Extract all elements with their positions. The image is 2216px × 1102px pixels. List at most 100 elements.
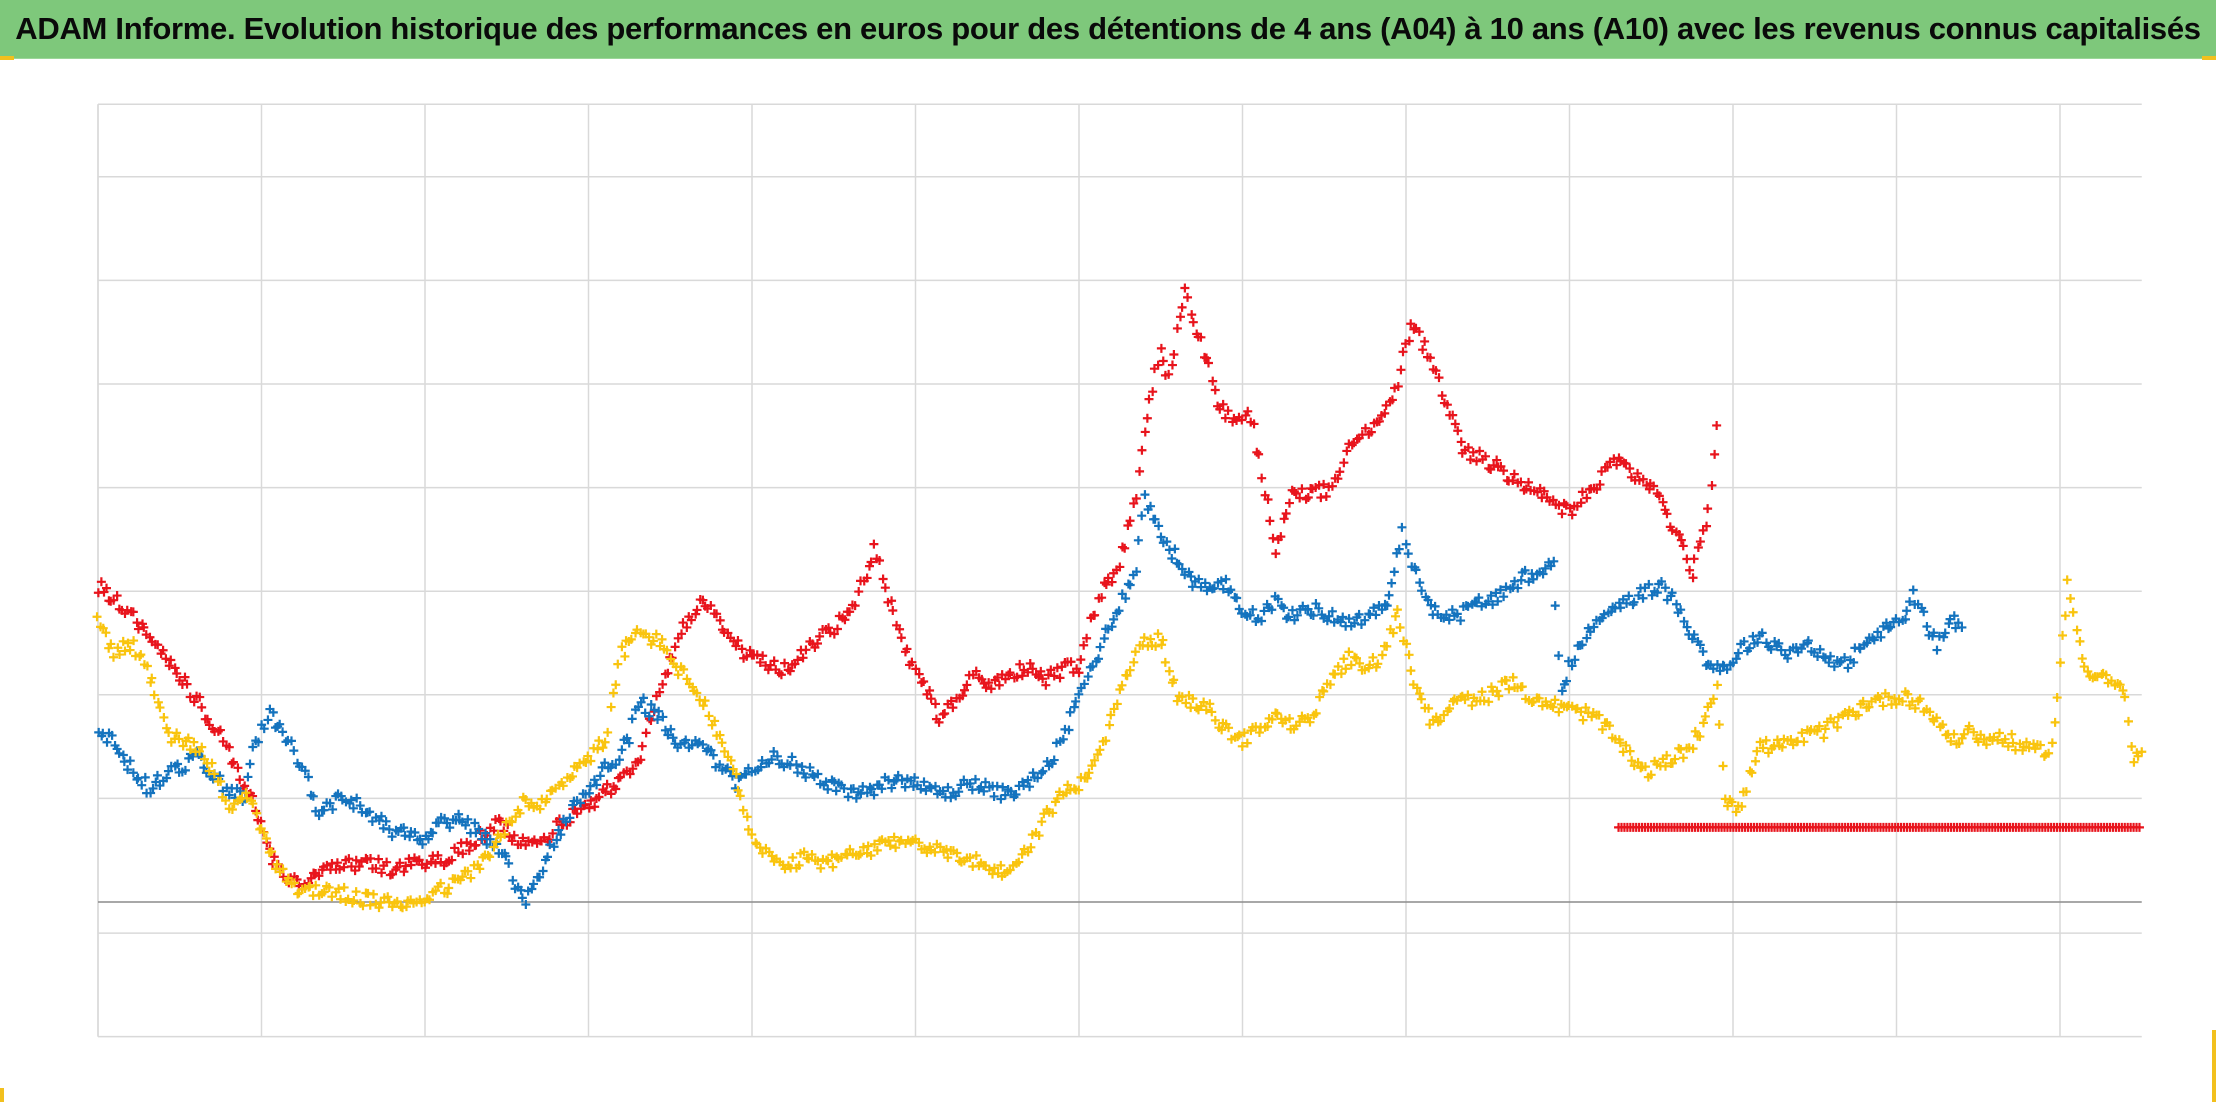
gridlines [97, 103, 2142, 1038]
data-point-marker [1268, 533, 1278, 543]
data-point-marker [1678, 541, 1688, 551]
data-point-marker [311, 880, 321, 890]
data-point-marker [470, 818, 480, 828]
data-point-marker [627, 714, 637, 724]
data-point-marker [417, 839, 427, 849]
data-point-marker [1447, 605, 1457, 615]
data-point-marker [2007, 729, 2017, 739]
data-point-marker [637, 741, 647, 751]
data-point-marker [178, 741, 188, 751]
data-point-marker [1576, 498, 1586, 508]
data-point-marker [1158, 635, 1168, 645]
data-point-marker [581, 757, 591, 767]
data-point-marker [1959, 729, 1969, 739]
data-point-marker [1516, 575, 1526, 585]
data-point-marker [2137, 747, 2147, 757]
data-point-marker [374, 903, 384, 913]
data-point-marker [269, 852, 279, 862]
data-point-marker [1761, 735, 1771, 745]
data-point-marker [1140, 490, 1150, 500]
data-point-marker [666, 724, 676, 734]
data-point-marker [1360, 615, 1370, 625]
data-point-marker [1876, 632, 1886, 642]
data-point-marker [611, 680, 621, 690]
data-point-marker [1117, 589, 1127, 599]
data-point-marker [106, 639, 116, 649]
data-point-marker [1499, 592, 1509, 602]
data-point-marker [862, 573, 872, 583]
data-point-marker [349, 895, 359, 905]
data-point-marker [1679, 616, 1689, 626]
data-point-marker [155, 781, 165, 791]
data-point-marker [508, 875, 518, 885]
data-point-marker [756, 762, 766, 772]
data-point-marker [1411, 565, 1421, 575]
data-point-marker [910, 773, 920, 783]
data-point-marker [507, 817, 517, 827]
data-point-marker [996, 860, 1006, 870]
data-point-marker [227, 805, 237, 815]
data-point-marker [726, 755, 736, 765]
data-point-marker [1265, 516, 1275, 526]
data-point-marker [1504, 684, 1514, 694]
data-point-marker [1232, 593, 1242, 603]
data-point-marker [926, 694, 936, 704]
data-point-marker [801, 645, 811, 655]
data-point-marker [1649, 481, 1659, 491]
data-point-marker [971, 851, 981, 861]
data-point-marker [1554, 651, 1564, 661]
data-point-marker [1207, 707, 1217, 717]
data-point-marker [1415, 689, 1425, 699]
data-point-marker [461, 820, 471, 830]
data-point-marker [444, 883, 454, 893]
data-point-marker [1167, 360, 1177, 370]
data-point-marker [1689, 630, 1699, 640]
data-point-marker [283, 873, 293, 883]
data-point-marker [1151, 641, 1161, 651]
data-point-marker [989, 791, 999, 801]
data-point-marker [1585, 627, 1595, 637]
data-point-marker [1755, 737, 1765, 747]
data-point-marker [1311, 599, 1321, 609]
data-point-marker [827, 850, 837, 860]
data-point-marker [129, 636, 139, 646]
series-yellow [92, 575, 2147, 913]
data-point-marker [657, 634, 667, 644]
data-point-marker [1142, 413, 1152, 423]
data-point-marker [863, 841, 873, 851]
data-point-marker [527, 884, 537, 894]
data-point-marker [954, 787, 964, 797]
data-point-marker [352, 793, 362, 803]
data-point-marker [166, 655, 176, 665]
data-point-marker [272, 859, 282, 869]
data-point-marker [248, 742, 258, 752]
data-point-marker [381, 816, 391, 826]
data-point-marker [1038, 766, 1048, 776]
data-point-marker [916, 784, 926, 794]
data-point-marker [1169, 675, 1179, 685]
data-point-marker [383, 892, 393, 902]
data-point-marker [108, 652, 118, 662]
data-point-marker [1144, 394, 1154, 404]
data-point-marker [1395, 622, 1405, 632]
data-point-marker [164, 727, 174, 737]
data-point-marker [828, 862, 838, 872]
data-point-marker [620, 651, 630, 661]
data-point-marker [1097, 593, 1107, 603]
data-point-marker [242, 793, 252, 803]
data-point-marker [1949, 611, 1959, 621]
data-point-marker [526, 798, 536, 808]
data-point-marker [1905, 597, 1915, 607]
data-point-marker [1460, 695, 1470, 705]
data-point-marker [1731, 654, 1741, 664]
data-point-marker [1745, 766, 1755, 776]
data-point-marker [1048, 808, 1058, 818]
data-point-marker [1344, 647, 1354, 657]
data-point-marker [1949, 729, 1959, 739]
data-point-marker [1365, 660, 1375, 670]
data-point-marker [153, 697, 163, 707]
data-point-marker [243, 772, 253, 782]
data-point-marker [164, 661, 174, 671]
data-point-marker [554, 825, 564, 835]
